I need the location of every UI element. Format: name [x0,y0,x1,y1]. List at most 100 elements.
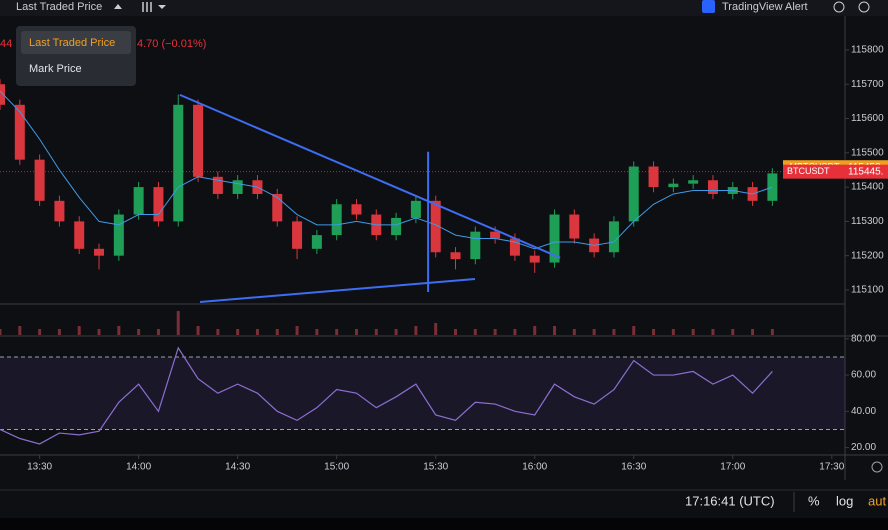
volume-bar [414,326,418,335]
auto-toggle[interactable]: aut [868,493,886,508]
volume-bar [236,329,240,335]
x-tick-label: 15:00 [324,462,349,473]
dropdown-item[interactable]: Last Traded Price [29,37,115,49]
candle-body [608,221,619,253]
volume-bar [18,326,22,335]
volume-bar [533,326,537,335]
dropdown-item[interactable]: Mark Price [29,63,82,75]
y-tick-label: 115300 [851,216,884,227]
volume-bar [434,323,438,335]
x-tick-label: 14:30 [225,462,250,473]
volume-bar [652,329,656,335]
x-tick-label: 15:30 [423,462,448,473]
candle-body [549,214,560,263]
toolbar [0,0,888,16]
price-label-value: 115445. [848,166,883,177]
volume-bar [97,329,101,335]
volume-bar [354,329,358,335]
x-tick-label: 13:30 [27,462,52,473]
candle-body [430,200,441,253]
caret-icon [114,4,122,9]
axis-settings-icon[interactable] [871,461,883,473]
volume-bar [255,329,259,335]
candle-body [232,180,243,194]
volume-bar [137,329,141,335]
candle-body [0,84,5,105]
candle-body [153,187,164,222]
candle-body [54,200,65,222]
candle-body [648,166,659,188]
volume-bar [632,326,636,335]
candle-body [391,217,402,236]
rsi-tick-label: 20.00 [851,442,876,453]
settings-icon[interactable] [858,1,870,13]
rsi-line [0,346,773,445]
volume-bar [57,329,61,335]
volume-bar [473,329,477,335]
candle-body [212,176,223,194]
log-toggle[interactable]: log [836,493,853,508]
trend-line [179,93,561,259]
volume-bar [38,329,42,335]
rsi-tick-label: 40.00 [851,406,876,417]
y-tick-label: 115100 [851,285,884,296]
y-tick-label: 115800 [851,45,884,56]
candle-body [628,166,639,222]
candle-body [292,221,303,249]
y-tick-label: 115600 [851,113,884,124]
candle-body [14,104,25,160]
caret-icon [158,5,166,9]
volume-bar [394,329,398,335]
volume-bar [671,329,675,335]
price-source-button[interactable]: Last Traded Price [16,1,102,13]
price-source-dropdown: Last Traded Price Mark Price [16,26,136,86]
volume-bar [553,326,557,335]
y-tick-label: 115400 [851,182,884,193]
candle-body [410,200,421,218]
candle-body [470,231,481,260]
x-tick-label: 14:00 [126,462,151,473]
volume-bar [454,329,458,335]
trend-line [199,278,476,303]
rsi-band [0,356,845,430]
candle-body [668,183,679,188]
price-label-value-box [845,164,888,179]
dropdown-item-selected [21,31,131,54]
candle-body [509,238,520,256]
volume-bar [731,329,735,335]
price-label-name-box [783,164,845,179]
candle-body [450,252,461,260]
rsi-tick-label: 80.00 [851,333,876,344]
volume-bar [770,329,774,335]
volume-bar [711,329,715,335]
volume-bar [592,329,596,335]
volume-bar [513,329,517,335]
volume-bar [572,329,576,335]
candle-body [707,180,718,194]
clock: 17:16:41 (UTC) [685,493,775,508]
volume-bar [691,329,695,335]
price-label-name: BTCUSDT [787,166,830,176]
tradingview-alert-button[interactable]: TradingView Alert [722,1,808,13]
volume-bar [176,311,180,335]
alert-icon[interactable] [702,0,715,13]
volume-bar [335,329,339,335]
candle-body [331,204,342,236]
candle-body [74,221,85,249]
candle-body [688,180,699,184]
volume-bar [493,329,497,335]
y-tick-label: 115200 [851,250,884,261]
candle-body [173,104,184,222]
bottom-strip [0,518,888,530]
percent-toggle[interactable]: % [808,493,820,508]
camera-icon[interactable] [833,1,845,13]
candle-body [193,104,204,177]
x-tick-label: 16:30 [621,462,646,473]
legend-price: 44 [0,38,12,50]
volume-bar [315,329,319,335]
volume-bar [374,329,378,335]
chart-style-icon[interactable] [142,2,152,12]
candle-body [133,187,144,215]
moving-average [0,90,773,250]
